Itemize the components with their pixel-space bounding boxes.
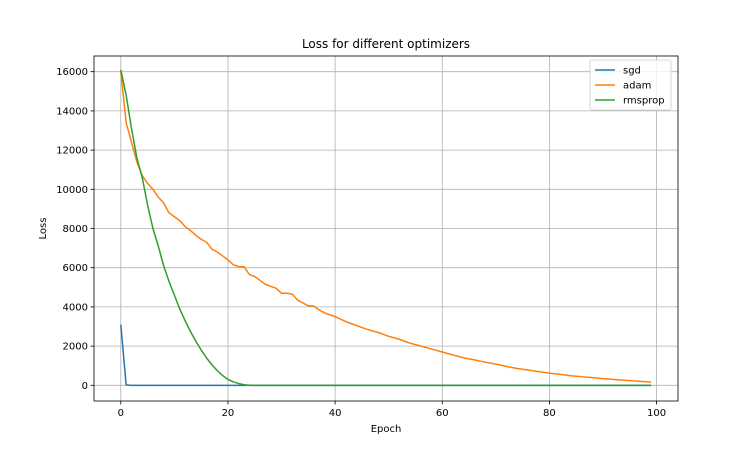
legend-label-sgd: sgd xyxy=(623,66,641,77)
x-tick-label: 60 xyxy=(436,408,449,419)
y-tick-label: 12000 xyxy=(56,146,88,157)
chart-title: Loss for different optimizers xyxy=(302,37,470,51)
y-tick-label: 10000 xyxy=(56,185,88,196)
series-line-adam xyxy=(120,71,652,383)
y-axis-label: Loss xyxy=(38,218,49,240)
y-tick-label: 8000 xyxy=(63,224,88,235)
ticks: 0 20 40 60 80 100 0 2000 4000 6000 8000 10000 12000 1… xyxy=(56,67,666,419)
legend-label-rmsprop: rmsprop xyxy=(623,96,665,107)
x-tick-label: 80 xyxy=(543,408,556,419)
series-line-rmsprop xyxy=(120,69,652,387)
y-tick-label: 6000 xyxy=(63,263,88,274)
y-tick-label: 0 xyxy=(82,381,88,392)
series-lines xyxy=(120,69,652,387)
x-tick-label: 20 xyxy=(222,408,235,419)
x-axis-label: Epoch xyxy=(371,424,402,435)
grid xyxy=(94,56,678,401)
legend-box xyxy=(589,59,672,111)
y-tick-label: 14000 xyxy=(56,106,88,117)
y-tick-label: 2000 xyxy=(63,342,88,353)
y-tick-label: 16000 xyxy=(56,67,88,78)
legend: sgd adam rmsprop xyxy=(589,59,672,111)
x-tick-label: 0 xyxy=(118,408,124,419)
legend-label-adam: adam xyxy=(623,81,651,92)
x-tick-label: 100 xyxy=(647,408,666,419)
y-tick-label: 4000 xyxy=(63,302,88,313)
x-tick-label: 40 xyxy=(329,408,342,419)
